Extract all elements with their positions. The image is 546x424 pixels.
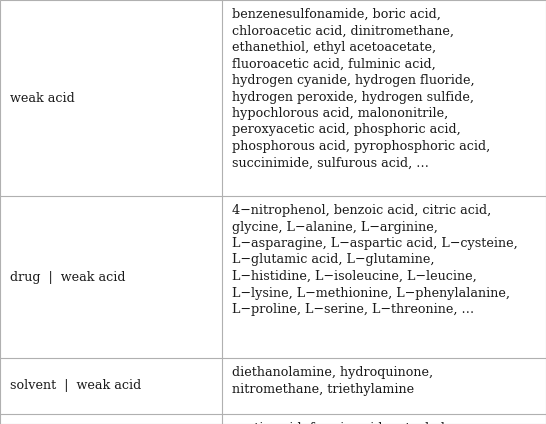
Text: drug  |  weak acid: drug | weak acid — [10, 271, 126, 284]
Text: benzenesulfonamide, boric acid,
chloroacetic acid, dinitromethane,
ethanethiol, : benzenesulfonamide, boric acid, chloroac… — [232, 8, 490, 170]
Text: diethanolamine, hydroquinone,
nitromethane, triethylamine: diethanolamine, hydroquinone, nitrometha… — [232, 366, 433, 396]
Text: 4−nitrophenol, benzoic acid, citric acid,
glycine, L−alanine, L−arginine,
L−aspa: 4−nitrophenol, benzoic acid, citric acid… — [232, 204, 518, 316]
Text: acetic acid, formic acid, catechol: acetic acid, formic acid, catechol — [232, 422, 445, 424]
Text: weak acid: weak acid — [10, 92, 75, 104]
Text: solvent  |  weak acid: solvent | weak acid — [10, 379, 141, 393]
